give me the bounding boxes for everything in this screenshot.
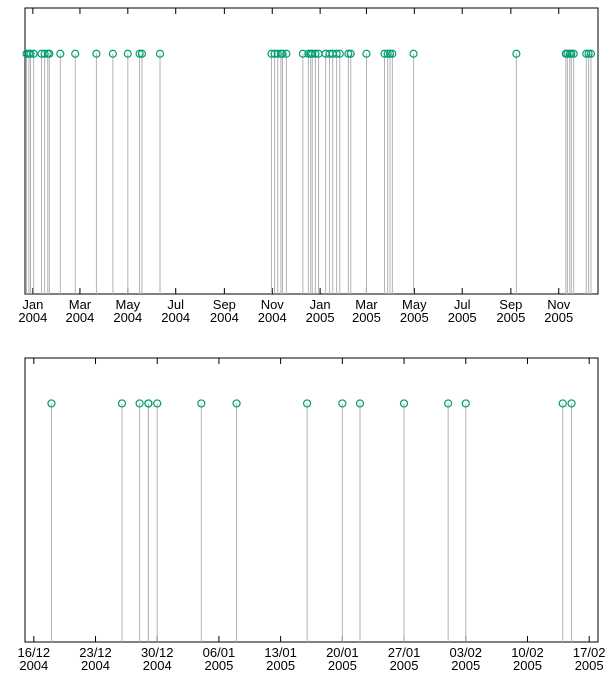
event-marker [409,49,418,58]
event-marker [298,49,307,58]
event-marker [135,399,144,408]
event-marker [47,399,56,408]
x-tick-label: May 2004 [113,297,143,325]
event-marker [144,399,153,408]
event-marker [355,399,365,408]
event-marker [308,49,317,58]
event-marker [117,399,127,408]
event-marker [56,49,65,58]
event-marker [273,49,282,58]
event-marker [584,49,593,58]
event-marker [123,49,132,58]
event-marker [338,399,347,408]
x-tick-label: 16/12 2004 [17,645,51,673]
x-tick-label: Mar 2004 [65,297,95,325]
event-marker [346,49,355,58]
x-tick-label: 27/01 2005 [387,645,421,673]
x-tick-label: 23/12 2004 [79,645,112,673]
event-marker [461,399,470,408]
event-marker [270,49,279,58]
event-marker [558,399,567,408]
event-marker [267,49,276,58]
x-tick-label: Mar 2005 [351,297,381,325]
x-tick-label: Sep 2005 [496,297,526,325]
event-marker [385,49,395,58]
event-marker [380,49,389,58]
event-marker [388,49,397,58]
event-marker [135,49,144,58]
event-marker [399,399,409,408]
event-marker [567,49,576,58]
event-marker [155,49,165,58]
event-marker [311,49,320,58]
x-tick-label: 17/02 2005 [572,645,606,673]
x-tick-label: 20/01 2005 [326,645,359,673]
event-marker [71,49,80,58]
event-marker [282,49,291,58]
event-marker [153,399,162,408]
event-marker [563,49,572,58]
event-marker [29,49,38,58]
event-marker [108,49,118,58]
x-tick-label: 10/02 2005 [511,645,544,673]
x-tick-label: Sep 2004 [209,297,239,325]
event-marker [383,49,392,58]
event-marker [26,49,35,58]
event-marker [344,49,353,58]
event-marker [586,49,596,58]
x-tick-label: Jan 2004 [18,297,48,325]
event-marker [137,49,147,58]
event-marker [512,49,521,58]
x-tick-label: Jan 2005 [305,297,335,325]
x-tick-label: Jul 2004 [161,297,191,325]
x-tick-label: Nov 2005 [544,297,574,325]
event-marker [37,49,46,58]
event-marker [40,49,49,58]
event-marker [45,49,54,58]
x-tick-label: 30/12 2004 [140,645,174,673]
event-marker [567,399,576,408]
event-marker [335,49,344,58]
event-marker [582,49,591,58]
event-marker [302,399,312,408]
event-marker [332,49,341,58]
event-marker [278,49,287,58]
x-tick-label: May 2005 [399,297,429,325]
event-marker [444,399,453,408]
event-marker [197,399,206,408]
event-marker [232,399,241,408]
plot-frame [24,7,599,295]
x-tick-label: 03/02 2005 [449,645,483,673]
event-marker [362,49,371,58]
x-tick-label: 06/01 2005 [202,645,236,673]
x-tick-label: 13/01 2005 [264,645,297,673]
x-tick-label: Jul 2005 [447,297,477,325]
event-marker [569,49,578,58]
event-marker [92,49,101,58]
plot-frame [24,357,599,643]
x-tick-label: Nov 2004 [257,297,287,325]
